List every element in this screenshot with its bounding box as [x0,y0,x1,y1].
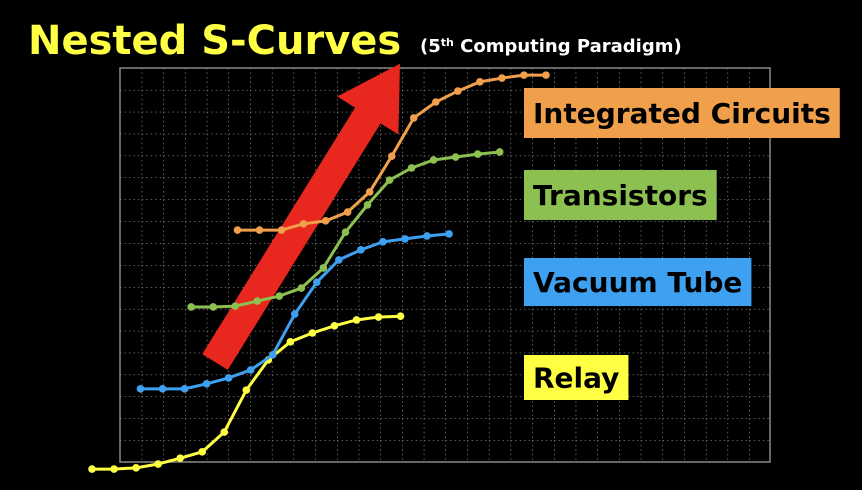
data-point [290,310,299,318]
legend-entry: Vacuum Tube [524,258,752,306]
data-point [341,228,350,236]
chart-subtitle: (5th Computing Paradigm) [420,36,682,58]
data-point [136,385,145,393]
data-point [154,460,162,468]
data-point [335,256,343,264]
data-point [520,71,528,79]
data-point [312,278,321,286]
legend-entry: Integrated Circuits [524,88,840,138]
subtitle-part: Computing Paradigm) [454,36,682,57]
data-point [352,316,361,324]
chart-title: Nested S-Curves [28,18,401,64]
plot-frame [119,67,771,463]
data-point [495,148,504,156]
legend-entry: Relay [524,355,629,400]
subtitle-part: (5 [420,36,441,57]
data-point [198,448,206,456]
legend-entry: Transistors [524,170,717,220]
data-point [396,312,405,321]
legend-box [524,355,629,400]
data-point [385,176,394,184]
data-point [308,329,317,337]
data-point [231,302,240,310]
data-point [255,226,264,234]
data-point [224,374,233,382]
data-point [407,164,416,172]
data-point [202,380,211,388]
data-point [286,338,295,346]
data-point [275,292,284,300]
data-point [401,235,409,243]
data-point [432,98,440,106]
data-point [409,114,418,122]
data-point [476,78,484,86]
legend-label: Relay [533,362,619,395]
legend-label: Transistors [533,179,708,212]
data-point [132,464,140,472]
data-point [209,303,218,311]
data-point [429,156,438,164]
data-point [319,264,328,272]
data-point [268,351,277,359]
data-point [387,152,396,160]
data-point [233,226,242,234]
data-point [180,385,189,393]
data-point [321,217,330,225]
subtitle-part: th [441,36,454,49]
data-point [379,238,387,246]
data-point [330,322,339,330]
data-point [110,465,118,473]
arrow [202,63,400,370]
data-point [473,150,482,158]
data-point [542,71,550,79]
legend-box [524,88,840,138]
data-point [451,153,460,161]
data-point [253,297,262,305]
legend-label: Vacuum Tube [533,266,742,299]
data-point [343,208,352,216]
data-point [445,230,453,238]
legend-box [524,170,717,220]
data-point [220,428,229,436]
data-point [176,454,184,462]
data-point [297,284,306,292]
data-point [363,201,372,209]
data-point [454,87,462,95]
data-point [242,386,251,394]
data-point [365,188,374,196]
legend-box [524,258,752,306]
data-point [299,220,308,228]
data-point [187,303,195,311]
legend-label: Integrated Circuits [533,97,831,130]
data-point [498,74,506,82]
data-point [374,313,383,321]
data-point [88,465,96,473]
data-point [423,232,431,240]
data-point [158,385,167,393]
data-point [357,246,365,254]
data-point [246,366,255,374]
data-point [277,226,286,234]
